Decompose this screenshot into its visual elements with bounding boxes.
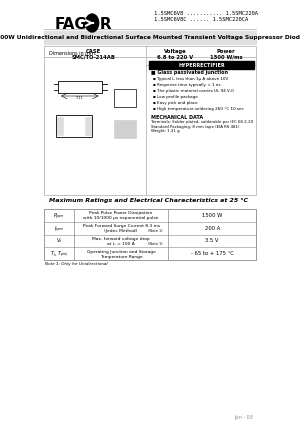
Text: Temperature Range: Temperature Range [100, 255, 142, 259]
Bar [44, 46, 256, 195]
Bar [114, 120, 136, 138]
Text: ▪ Typical I₀ less than 1μ A above 10V: ▪ Typical I₀ less than 1μ A above 10V [153, 77, 228, 81]
Text: Maximum Ratings and Electrical Characteristics at 25 °C: Maximum Ratings and Electrical Character… [49, 198, 248, 203]
Text: MECHANICAL DATA: MECHANICAL DATA [152, 115, 204, 120]
Text: 1.5SMC6V8C ...... 1.5SMC220CA: 1.5SMC6V8C ...... 1.5SMC220CA [154, 17, 248, 22]
Text: with 10/1000 μs exponential pulse: with 10/1000 μs exponential pulse [83, 216, 159, 221]
Text: Jun - 03: Jun - 03 [234, 415, 253, 420]
Text: - 65 to + 175 °C: - 65 to + 175 °C [191, 251, 234, 256]
Text: Standard Packaging: 8 mm tape (EIA RS 481): Standard Packaging: 8 mm tape (EIA RS 48… [152, 125, 240, 128]
Text: Voltage
6.8 to 220 V: Voltage 6.8 to 220 V [157, 49, 194, 60]
Text: ▪ Easy pick and place: ▪ Easy pick and place [153, 101, 197, 105]
Text: Note 1: Only for Unidirectional: Note 1: Only for Unidirectional [45, 262, 108, 266]
Text: 200 A: 200 A [205, 226, 220, 231]
Text: (Note 1): (Note 1) [148, 242, 163, 246]
Text: Peak Forward Surge Current 8.3 ms: Peak Forward Surge Current 8.3 ms [82, 224, 160, 228]
Circle shape [85, 14, 99, 32]
Bar [58, 81, 101, 93]
Text: CASE
SMC/TO-214AB: CASE SMC/TO-214AB [72, 49, 116, 60]
Bar [148, 61, 254, 69]
Text: Iₚₚₘ: Iₚₚₘ [55, 226, 63, 231]
Bar [57, 117, 63, 135]
Text: (Note 1): (Note 1) [148, 229, 163, 233]
Text: Peak Pulse Power Dissipation: Peak Pulse Power Dissipation [89, 211, 153, 215]
Text: 1.5SMC6V8 ........... 1.5SMC220A: 1.5SMC6V8 ........... 1.5SMC220A [154, 11, 258, 16]
Text: Weight: 1.31 g: Weight: 1.31 g [152, 129, 180, 133]
Text: 7.11: 7.11 [76, 96, 84, 100]
Bar [44, 31, 256, 44]
Text: ▪ Low profile package: ▪ Low profile package [153, 95, 198, 99]
Text: Power
1500 W/ms: Power 1500 W/ms [210, 49, 242, 60]
Text: Terminals: Solder plated, solderable per IEC 68-2-20: Terminals: Solder plated, solderable per… [152, 120, 254, 124]
Text: ▪ High temperature soldering 260 °C 10 sec: ▪ High temperature soldering 260 °C 10 s… [153, 107, 244, 111]
Bar [85, 117, 91, 135]
Text: (Jedec Method): (Jedec Method) [104, 229, 138, 233]
Text: HYPERRECTIFIER: HYPERRECTIFIER [178, 62, 225, 68]
Text: ▪ Response time typically < 1 ns: ▪ Response time typically < 1 ns [153, 83, 220, 87]
Text: 1500W Unidirectional and Bidirectional Surface Mounted Transient Voltage Suppres: 1500W Unidirectional and Bidirectional S… [0, 35, 300, 40]
Text: 1500 W: 1500 W [202, 213, 222, 218]
Text: Pₚₚₘ: Pₚₚₘ [54, 213, 64, 218]
Text: Dimensions in mm.: Dimensions in mm. [49, 51, 96, 56]
Bar [114, 89, 136, 107]
Text: Operating Junction and Storage: Operating Junction and Storage [87, 249, 155, 254]
Bar [44, 209, 256, 260]
Text: Vₙ: Vₙ [56, 238, 62, 244]
Text: Max. forward voltage drop: Max. forward voltage drop [92, 237, 150, 241]
Bar [56, 115, 92, 137]
Text: FAGOR: FAGOR [55, 17, 112, 32]
Text: at Iₙ = 100 A: at Iₙ = 100 A [107, 242, 135, 246]
Text: ▪ The plastic material carries UL 94 V-0: ▪ The plastic material carries UL 94 V-0 [153, 89, 234, 93]
Text: Tⱼ, Tₚₘⱼ: Tⱼ, Tₚₘⱼ [51, 251, 67, 256]
Text: 3.5 V: 3.5 V [206, 238, 219, 244]
Text: ■ Glass passivated junction: ■ Glass passivated junction [152, 70, 228, 75]
